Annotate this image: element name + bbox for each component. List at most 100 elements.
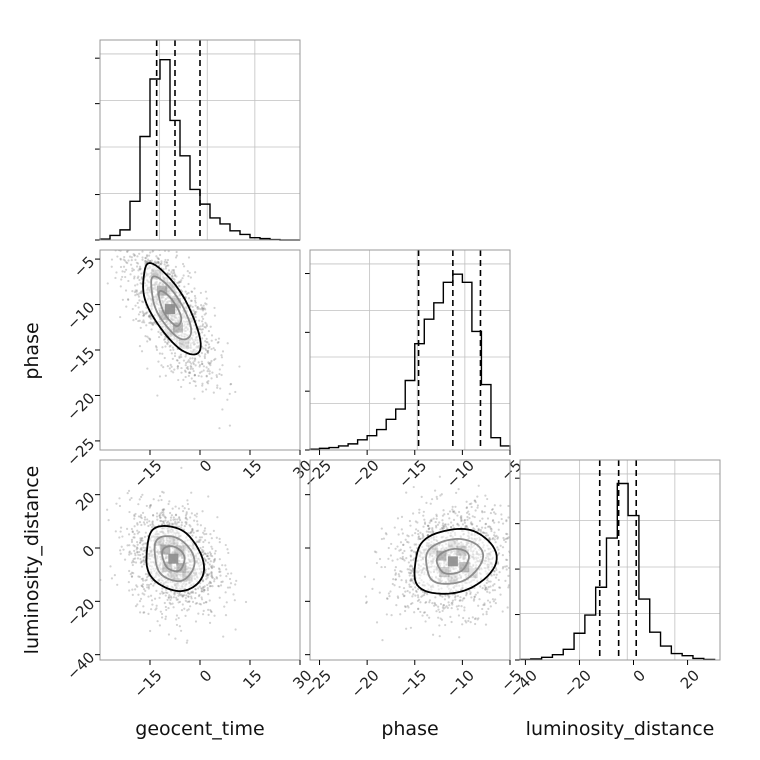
scatter-point [182, 359, 186, 362]
scatter-point [421, 534, 425, 537]
scatter-point [203, 527, 207, 530]
scatter-point [189, 299, 193, 302]
scatter-point [209, 608, 212, 612]
scatter-point [491, 584, 495, 587]
scatter-point [442, 525, 445, 528]
scatter-point [442, 603, 446, 607]
scatter-point [86, 212, 88, 214]
scatter-point [134, 317, 138, 321]
scatter-point [160, 364, 163, 367]
scatter-point [185, 511, 188, 514]
scatter-point [144, 257, 147, 260]
scatter-point [428, 521, 431, 524]
scatter-point [136, 283, 139, 286]
scatter-point [177, 601, 180, 604]
x-axis-title-geocent-time: geocent_time [135, 718, 264, 740]
scatter-point [131, 588, 134, 591]
histogram-bin [443, 282, 453, 450]
scatter-point [365, 600, 368, 603]
scatter-point [227, 551, 230, 555]
scatter-point [486, 578, 489, 582]
scatter-point [398, 549, 401, 552]
scatter-point [226, 398, 229, 401]
scatter-point [189, 304, 192, 307]
scatter-point [207, 574, 210, 577]
scatter-point [388, 594, 391, 598]
scatter-point [136, 262, 140, 265]
scatter-point [428, 616, 431, 619]
scatter-point [213, 614, 216, 617]
scatter-point [162, 366, 165, 369]
scatter-point [170, 275, 173, 278]
scatter-point [193, 373, 197, 376]
scatter-point [416, 521, 419, 524]
scatter-point [169, 348, 172, 352]
scatter-point [208, 621, 212, 624]
scatter-point [186, 600, 189, 603]
scatter-point [484, 523, 487, 526]
scatter-point [437, 605, 440, 608]
scatter-point [139, 246, 141, 248]
scatter-point [138, 292, 141, 295]
scatter-point [119, 552, 122, 555]
scatter-point [141, 321, 144, 324]
scatter-point [157, 261, 160, 264]
scatter-point [383, 565, 387, 569]
scatter-point [140, 577, 143, 581]
scatter-point [166, 341, 169, 345]
scatter-point [187, 608, 190, 611]
scatter-point [450, 526, 453, 529]
scatter-point [146, 340, 149, 343]
scatter-point [477, 617, 480, 620]
scatter-point [125, 261, 128, 264]
scatter-point [198, 536, 202, 539]
scatter-point [470, 596, 473, 599]
scatter-point [200, 328, 203, 331]
scatter-point [407, 535, 410, 538]
scatter-point [489, 605, 492, 608]
scatter-point [467, 510, 470, 513]
scatter-point [202, 588, 205, 591]
scatter-point [135, 584, 138, 587]
scatter-point [139, 241, 141, 243]
scatter-point [140, 560, 143, 564]
scatter-point [487, 580, 490, 583]
scatter-point [171, 507, 174, 510]
scatter-point [218, 558, 221, 561]
scatter-point [406, 589, 409, 593]
scatter-point [225, 575, 228, 578]
scatter-point [187, 297, 191, 300]
scatter-point [191, 528, 194, 531]
scatter-point [173, 591, 177, 594]
scatter-point [194, 304, 197, 307]
scatter-point [128, 498, 132, 501]
scatter-point [135, 290, 138, 293]
scatter-point [198, 307, 201, 310]
scatter-point [172, 518, 175, 521]
scatter-point [205, 575, 208, 578]
scatter-point [404, 605, 407, 609]
scatter-point [433, 603, 437, 606]
scatter-point [136, 522, 139, 525]
scatter-point [457, 510, 461, 514]
scatter-point [389, 590, 392, 593]
scatter-point [429, 502, 432, 505]
scatter-point [200, 536, 204, 539]
scatter-point [517, 551, 519, 553]
scatter-point [484, 623, 488, 626]
scatter-point [219, 387, 222, 390]
scatter-point [499, 504, 502, 507]
scatter-point [403, 549, 406, 553]
scatter-point [496, 546, 499, 549]
scatter-point [200, 587, 203, 590]
scatter-point [473, 515, 476, 519]
scatter-point [381, 639, 384, 642]
scatter-point [160, 333, 163, 337]
scatter-point [182, 274, 185, 277]
scatter-point [210, 359, 213, 363]
scatter-point [441, 522, 445, 525]
scatter-point [218, 541, 221, 544]
scatter-point [457, 604, 460, 608]
scatter-point [453, 596, 457, 599]
scatter-point [410, 549, 413, 552]
